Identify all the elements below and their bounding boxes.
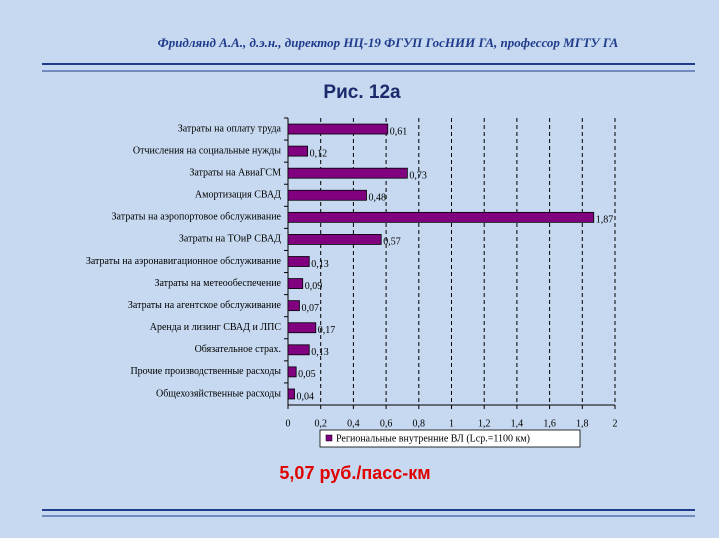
annotation: 5,07 руб./пасс-км <box>279 463 430 483</box>
value-label: 0,57 <box>383 237 401 248</box>
x-tick-label: 0,6 <box>380 418 393 429</box>
x-tick-label: 1,6 <box>543 418 556 429</box>
legend-marker <box>325 434 333 442</box>
value-label: 0,04 <box>297 391 315 402</box>
bar <box>287 145 309 157</box>
bar <box>287 322 317 334</box>
x-tick-label: 0,2 <box>314 418 327 429</box>
value-label: 0,73 <box>409 170 427 181</box>
bar <box>287 123 389 135</box>
value-label: 0,13 <box>311 259 329 270</box>
x-tick-label: 0,4 <box>347 418 360 429</box>
bar <box>287 211 595 223</box>
bar <box>287 167 408 179</box>
y-tick-label: Аренда и лизинг СВАД и ЛПС <box>150 322 282 333</box>
value-label: 0,12 <box>310 148 328 159</box>
legend-label: Региональные внутренние ВЛ (Lср.=1100 км… <box>336 433 530 444</box>
value-label: 0,09 <box>305 281 323 292</box>
value-label: 0,61 <box>390 126 408 137</box>
bar <box>287 366 297 378</box>
y-tick-label: Затраты на аэронавигационное обслуживани… <box>86 256 282 267</box>
bar <box>287 388 295 400</box>
value-label: 1,87 <box>596 215 614 226</box>
header: Фридлянд А.А., д.э.н., директор НЦ-19 ФГ… <box>158 35 619 50</box>
bar <box>287 300 300 312</box>
x-tick-label: 0 <box>286 418 291 429</box>
y-tick-label: Отчисления на социальные нужды <box>133 145 281 156</box>
value-label: 0,13 <box>311 347 329 358</box>
bar <box>287 344 310 356</box>
y-tick-label: Затраты на оплату труда <box>178 123 282 134</box>
y-tick-label: Общехозяйственные расходы <box>156 388 281 399</box>
x-tick-label: 1,4 <box>511 418 524 429</box>
y-tick-label: Прочие производственные расходы <box>130 366 281 377</box>
chart-title: Рис. 12а <box>323 82 401 103</box>
y-tick-label: Затраты на метеообеспечение <box>154 278 281 289</box>
value-label: 0,07 <box>301 303 319 314</box>
x-tick-label: 0,8 <box>413 418 426 429</box>
y-tick-label: Затраты на агентское обслуживание <box>128 300 282 311</box>
legend-box <box>319 429 581 448</box>
x-tick-label: 2 <box>613 418 618 429</box>
x-tick-label: 1,2 <box>478 418 491 429</box>
value-label: 0,48 <box>368 193 386 204</box>
y-tick-label: Амортизация СВАД <box>195 190 281 201</box>
x-tick-label: 1 <box>449 418 454 429</box>
bar <box>287 256 310 267</box>
y-tick-label: Затраты на АвиаГСМ <box>189 167 281 178</box>
bar <box>287 234 382 245</box>
bar <box>287 278 304 289</box>
value-label: 0,17 <box>318 325 336 336</box>
value-label: 0,05 <box>298 369 316 380</box>
bar <box>287 189 367 201</box>
y-tick-label: Затраты на аэропортовое обслуживание <box>112 212 282 223</box>
y-tick-label: Обязательное страх. <box>195 344 281 355</box>
y-tick-label: Затраты на ТОиР СВАД <box>179 234 281 245</box>
x-tick-label: 1,8 <box>576 418 589 429</box>
